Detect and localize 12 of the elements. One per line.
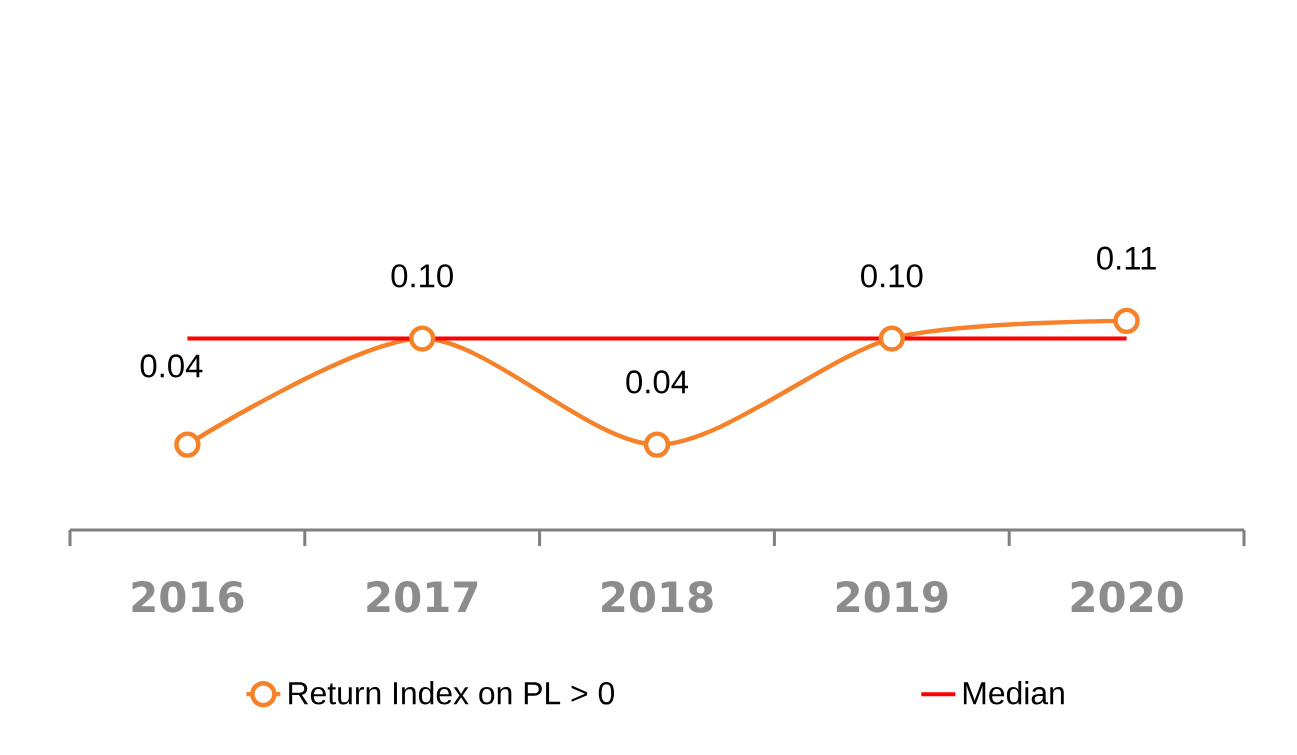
data-label: 0.10 (391, 264, 453, 288)
x-tick-label: 2017 (367, 581, 478, 613)
x-tick-label: 2019 (836, 581, 948, 613)
x-tick-label: 2018 (602, 581, 713, 613)
data-label: 0.11 (1097, 246, 1156, 270)
data-label: 0.10 (861, 264, 923, 288)
legend-label: Return Index on PL > 0 (289, 681, 615, 705)
legend-label: Median (963, 681, 1064, 705)
data-label: 0.04 (140, 354, 203, 378)
data-label: 0.04 (626, 370, 689, 394)
x-tick-label: 2016 (132, 581, 244, 613)
x-tick-label: 2020 (1071, 581, 1183, 613)
